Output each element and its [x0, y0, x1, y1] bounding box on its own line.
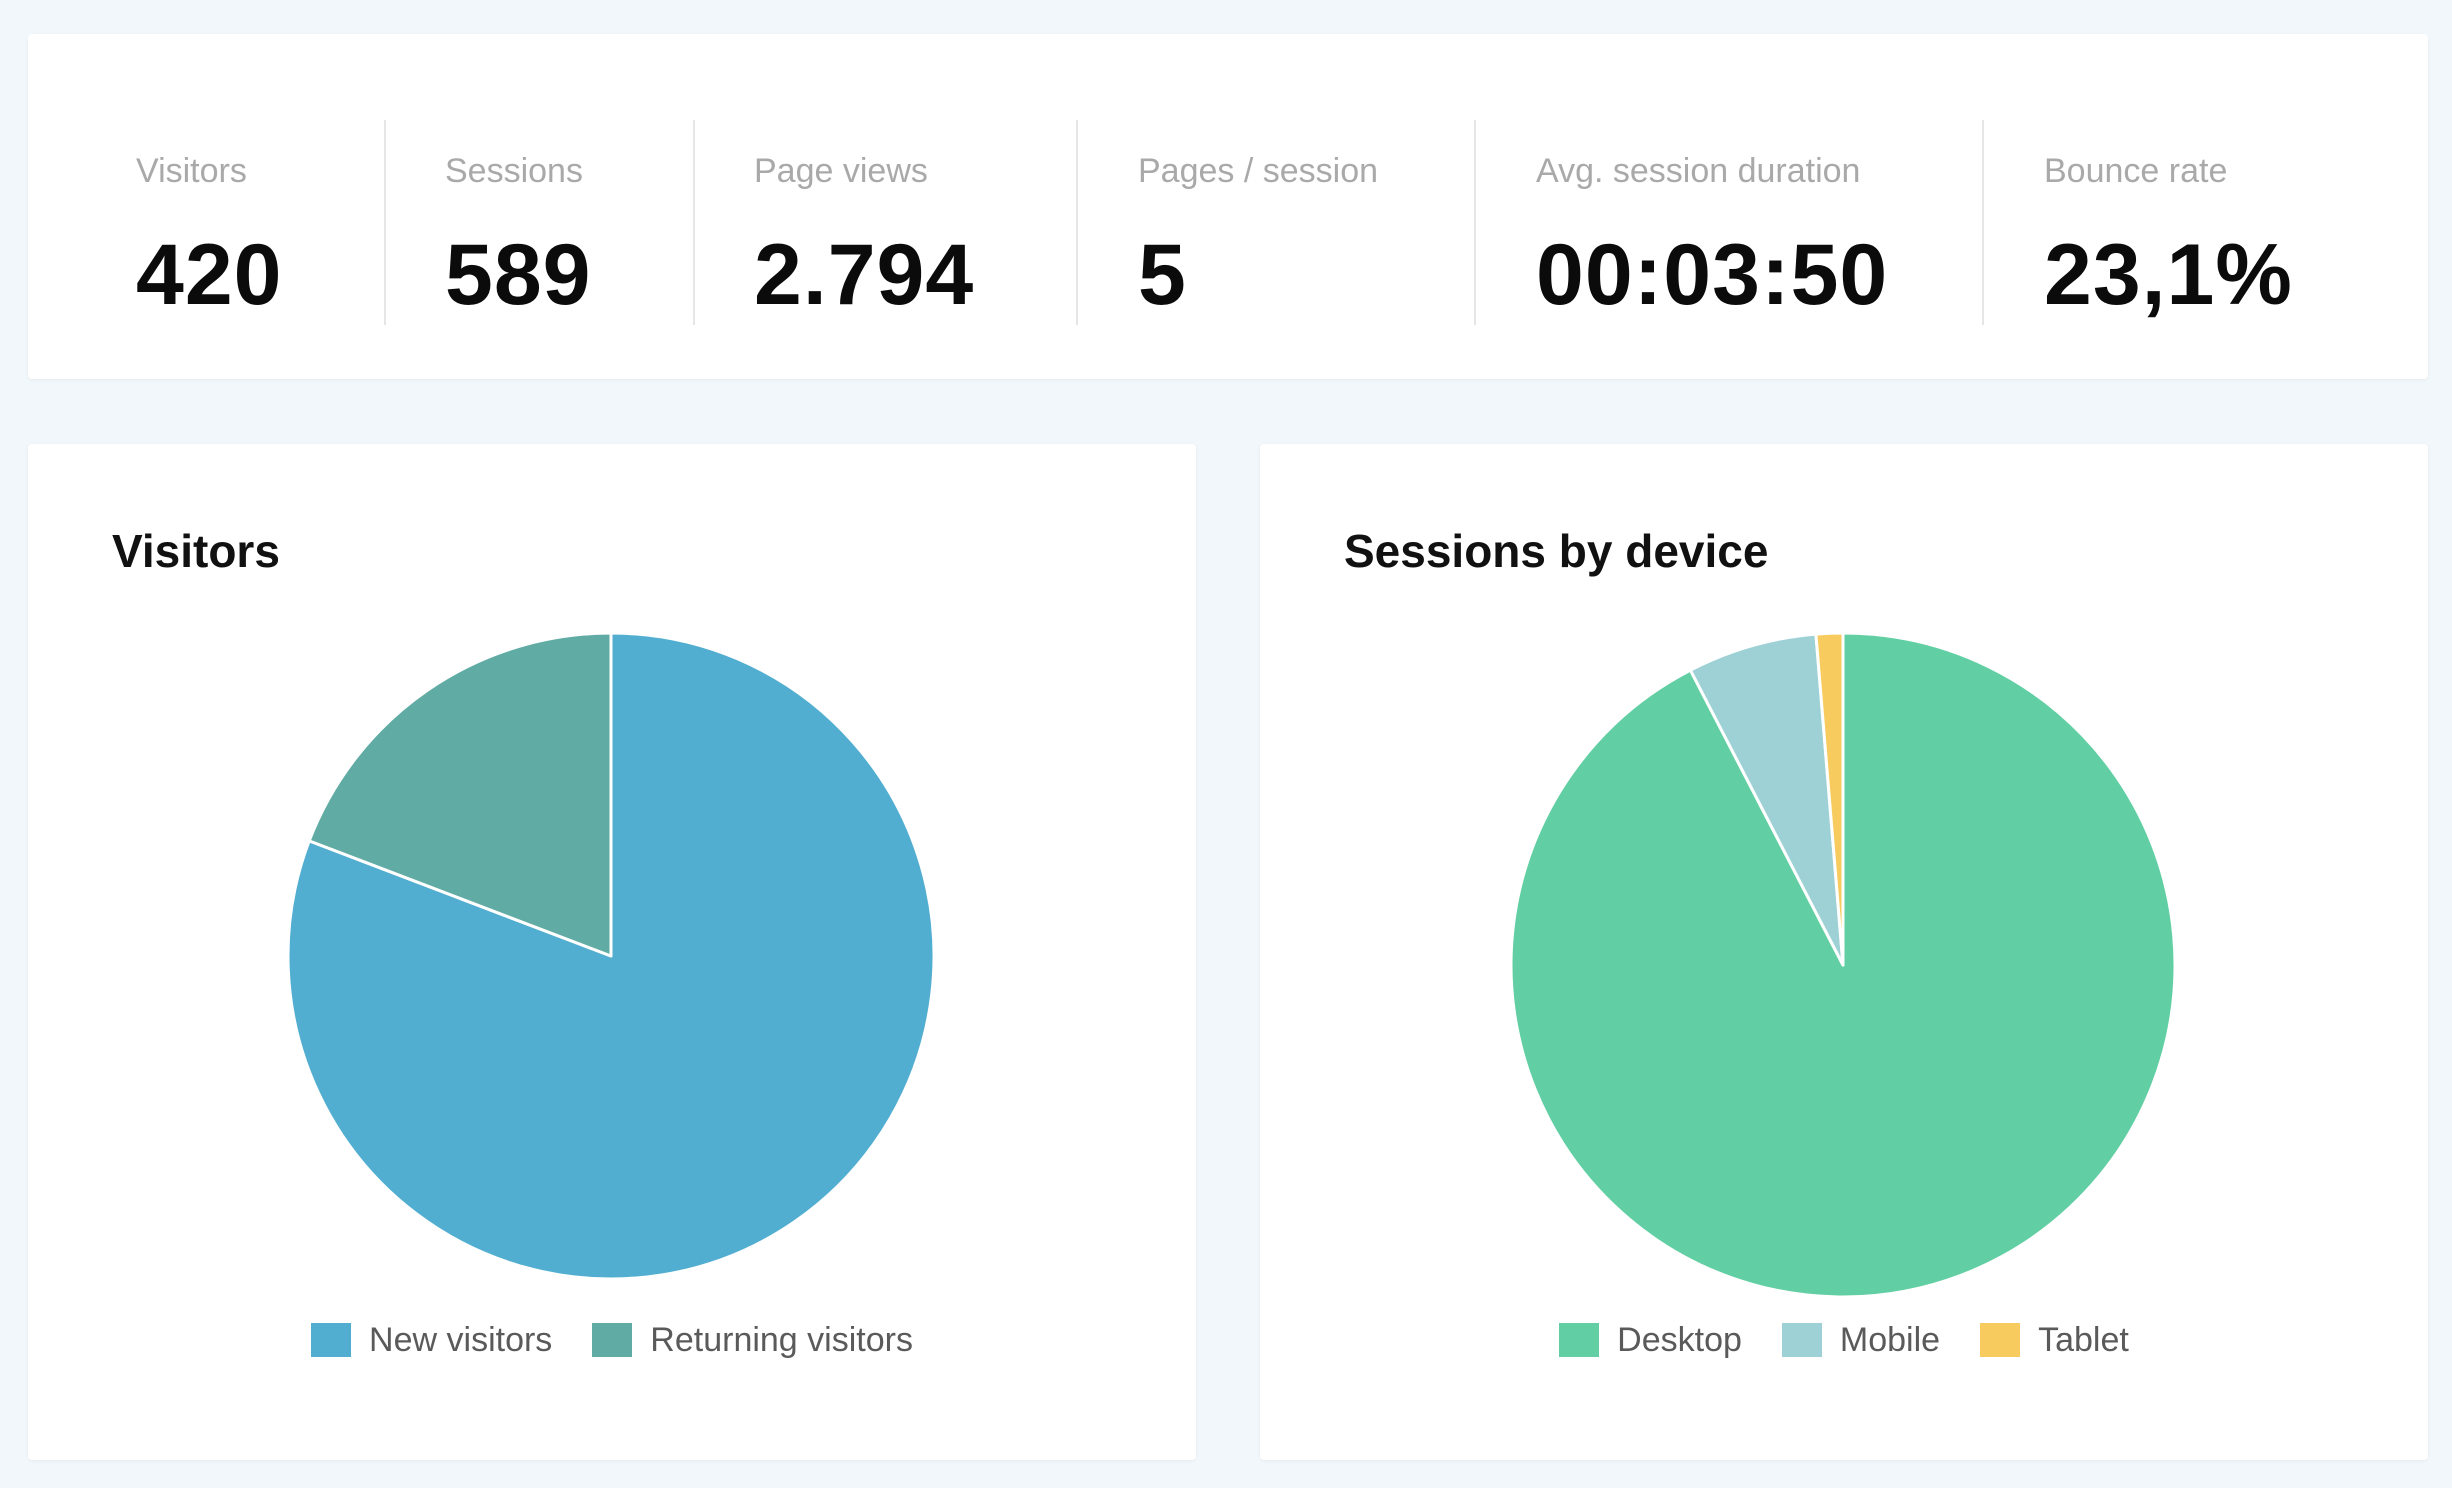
devices-legend: Desktop Mobile Tablet: [1260, 1318, 2428, 1362]
legend-item-returning-visitors[interactable]: Returning visitors: [592, 1321, 913, 1360]
stat-divider: [1474, 120, 1476, 325]
pie-slice-tablet[interactable]: [1814, 631, 1845, 967]
legend-label: Mobile: [1839, 1320, 1941, 1359]
visitors-chart-card: Visitors New visitors Returning visitors: [28, 444, 1196, 1460]
legend-swatch: [311, 1323, 352, 1357]
stat-value: 5: [1138, 227, 1187, 323]
legend-label: New visitors: [369, 1320, 553, 1359]
stat-label: Sessions: [445, 152, 583, 190]
legend-label: Returning visitors: [650, 1320, 913, 1359]
stat-divider: [1076, 120, 1078, 325]
devices-chart-card: Sessions by device Desktop Mobile Tablet: [1260, 444, 2428, 1460]
legend-swatch: [592, 1323, 633, 1357]
stat-value: 23,1%: [2044, 227, 2293, 323]
stat-label: Page views: [754, 152, 928, 190]
stat-value: 589: [445, 227, 592, 323]
legend-swatch: [1980, 1323, 2021, 1357]
stat-label: Pages / session: [1138, 152, 1379, 190]
stat-value: 00:03:50: [1536, 227, 1889, 323]
legend-item-new-visitors[interactable]: New visitors: [311, 1321, 552, 1360]
pie-slice-mobile[interactable]: [1688, 632, 1845, 967]
stat-label: Avg. session duration: [1536, 152, 1861, 190]
legend-item-tablet[interactable]: Tablet: [1980, 1321, 2129, 1360]
legend-label: Tablet: [2038, 1320, 2129, 1359]
visitors-legend: New visitors Returning visitors: [28, 1318, 1196, 1362]
stats-summary-card: Visitors 420 Sessions 589 Page views 2.7…: [28, 34, 2428, 379]
legend-swatch: [1559, 1323, 1600, 1357]
pie-slice-returning-visitors[interactable]: [307, 631, 613, 958]
legend-swatch: [1781, 1323, 1822, 1357]
stat-label: Visitors: [136, 152, 247, 190]
chart-title: Sessions by device: [1344, 525, 1769, 577]
stat-value: 2.794: [754, 227, 975, 323]
stat-divider: [1982, 120, 1984, 325]
stat-divider: [693, 120, 695, 325]
stat-value: 420: [136, 227, 283, 323]
legend-label: Desktop: [1617, 1320, 1742, 1359]
visitors-pie-chart: [286, 631, 936, 1281]
stat-divider: [384, 120, 386, 325]
legend-item-mobile[interactable]: Mobile: [1781, 1320, 1941, 1360]
devices-pie-chart: [1509, 631, 2177, 1299]
stat-label: Bounce rate: [2044, 152, 2228, 190]
legend-item-desktop[interactable]: Desktop: [1559, 1321, 1742, 1360]
chart-title: Visitors: [112, 525, 280, 577]
